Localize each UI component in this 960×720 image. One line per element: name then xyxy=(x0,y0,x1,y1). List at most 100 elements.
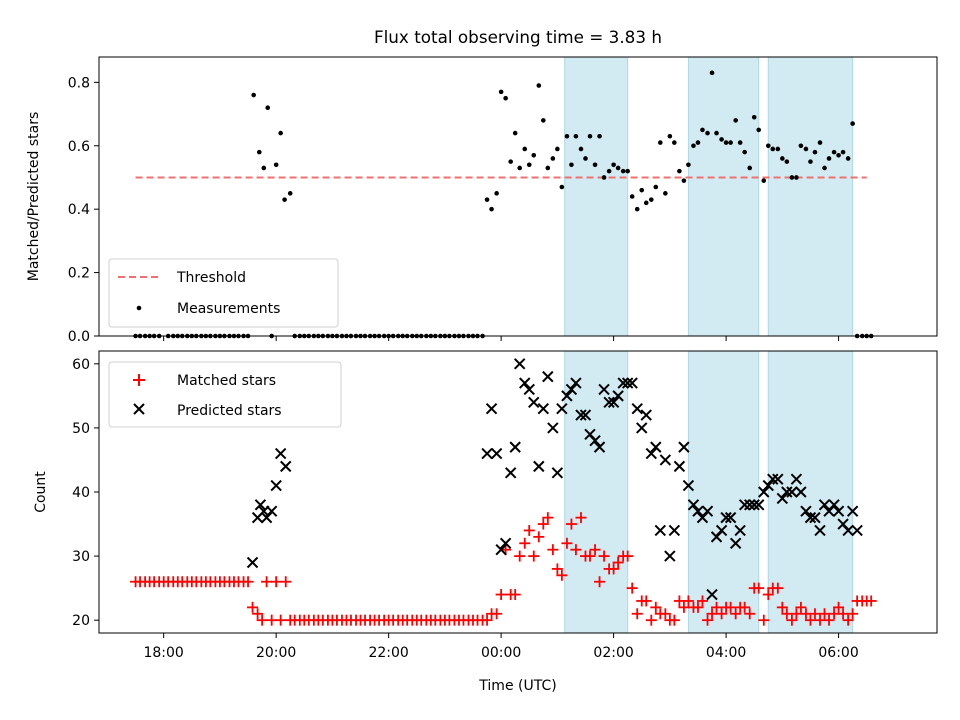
predicted-star-point xyxy=(748,499,760,511)
predicted-star-point xyxy=(678,441,690,453)
matched-star-point xyxy=(551,563,563,575)
predicted-star-stroke xyxy=(762,479,774,492)
measurement-point xyxy=(484,197,490,202)
matched-star-point xyxy=(561,537,573,549)
matched-star-point xyxy=(790,608,802,620)
predicted-star-stroke xyxy=(701,505,714,517)
predicted-star-stroke xyxy=(533,460,545,473)
predicted-star-point xyxy=(274,447,287,460)
measurement-point xyxy=(489,206,494,212)
predicted-star-point xyxy=(537,402,550,415)
predicted-star-stroke xyxy=(547,422,559,434)
measurement-point xyxy=(498,89,504,95)
predicted-star-stroke xyxy=(246,556,259,569)
predicted-star-point xyxy=(490,447,503,460)
predicted-star-point xyxy=(254,499,267,511)
measurement-point xyxy=(728,140,733,145)
measurement-point xyxy=(826,156,832,161)
predicted-star-stroke xyxy=(748,499,760,511)
measurement-point xyxy=(817,140,823,145)
matched-star-point xyxy=(809,608,821,620)
predicted-star-stroke xyxy=(490,447,503,460)
measurement-point xyxy=(569,162,574,168)
predicted-star-stroke xyxy=(504,467,517,479)
measurement-point xyxy=(686,162,691,168)
predicted-star-point xyxy=(645,447,657,460)
predicted-star-stroke xyxy=(519,377,531,389)
measurement-point xyxy=(615,165,621,171)
matched-star-point xyxy=(252,608,264,620)
x-tick-label: 18:00 xyxy=(143,645,183,661)
measurement-point xyxy=(611,162,616,168)
predicted-star-stroke xyxy=(809,511,821,524)
matched-star-point xyxy=(833,601,845,613)
matched-star-point xyxy=(626,582,638,594)
measurement-point xyxy=(648,197,654,202)
measurement-point xyxy=(629,194,635,199)
predicted-star-point xyxy=(523,383,535,396)
predicted-star-point xyxy=(565,383,578,396)
predicted-star-point xyxy=(814,524,826,537)
predicted-star-stroke xyxy=(626,377,638,389)
matched-star-point xyxy=(528,550,540,562)
matched-star-point xyxy=(716,608,728,620)
matched-star-point xyxy=(702,614,714,626)
predicted-star-stroke xyxy=(621,377,634,389)
matched-star-point xyxy=(744,608,756,620)
predicted-star-stroke xyxy=(678,441,690,453)
predicted-star-point xyxy=(781,486,793,498)
matched-star-point xyxy=(682,595,694,607)
matched-star-point xyxy=(256,614,268,626)
predicted-star-stroke xyxy=(265,505,278,517)
predicted-star-point xyxy=(485,402,498,415)
measurement-point xyxy=(251,92,256,98)
measurement-point xyxy=(798,143,804,149)
predicted-star-stroke xyxy=(254,499,267,511)
predicted-star-stroke xyxy=(565,383,578,396)
top-y-tick-label: 0.8 xyxy=(68,75,90,91)
matched-star-point xyxy=(547,544,559,556)
predicted-star-stroke xyxy=(664,550,676,562)
predicted-star-point xyxy=(509,441,521,453)
predicted-star-stroke xyxy=(790,473,803,485)
x-tick-label: 02:00 xyxy=(593,645,633,661)
matched-star-point xyxy=(823,614,835,626)
matched-star-point xyxy=(706,608,718,620)
predicted-star-stroke xyxy=(589,435,601,447)
matched-star-point xyxy=(589,544,601,556)
matched-star-point xyxy=(758,614,770,626)
predicted-star-point xyxy=(692,505,704,517)
predicted-star-point xyxy=(767,473,779,485)
matched-star-point xyxy=(565,518,577,530)
matched-star-point xyxy=(781,608,793,620)
bottom-y-tick-label: 20 xyxy=(72,613,90,629)
measurement-point xyxy=(845,156,851,161)
predicted-star-stroke xyxy=(579,409,592,421)
bottom-y-tick-label: 50 xyxy=(72,421,90,437)
measurement-point xyxy=(541,118,546,123)
matched-star-point xyxy=(837,608,849,620)
top-y-tick-label: 0.2 xyxy=(68,266,90,282)
x-tick-label: 20:00 xyxy=(256,645,296,661)
x-tick-label: 00:00 xyxy=(481,645,521,661)
matched-star-point xyxy=(519,537,531,549)
bottom-legend: Matched stars Predicted stars xyxy=(108,361,342,428)
matched-star-point xyxy=(481,614,493,626)
predicted-star-stroke xyxy=(598,383,610,396)
matched-star-point xyxy=(594,576,606,588)
predicted-star-stroke xyxy=(593,441,606,453)
predicted-star-point xyxy=(481,447,493,460)
predicted-star-point xyxy=(621,377,634,389)
measurement-point xyxy=(517,165,522,171)
predicted-star-point xyxy=(753,499,765,511)
predicted-star-point xyxy=(533,460,545,473)
measurement-point xyxy=(287,191,293,196)
predicted-star-stroke xyxy=(650,441,662,453)
measurement-point xyxy=(751,114,757,120)
matched-star-point xyxy=(280,576,292,588)
measurement-point xyxy=(559,184,565,190)
measurement-point xyxy=(663,191,668,196)
matched-star-point xyxy=(659,608,671,620)
predicted-star-point xyxy=(682,479,695,492)
